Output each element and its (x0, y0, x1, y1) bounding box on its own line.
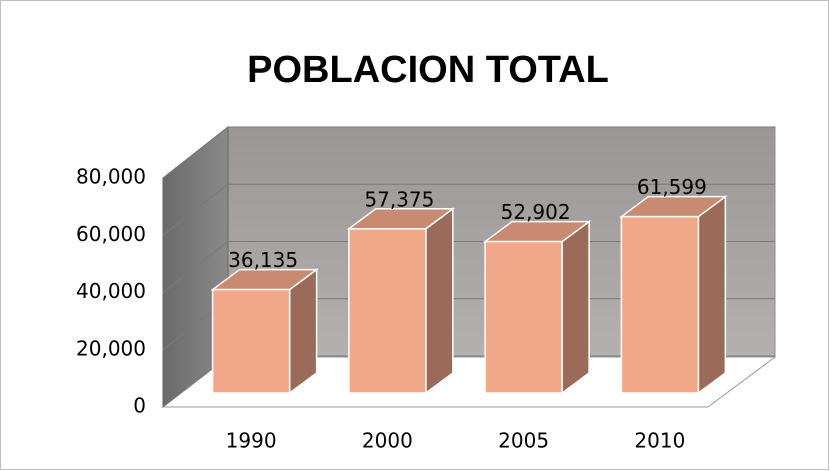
y-tick-label: 0 (133, 394, 146, 418)
bar-side (425, 207, 454, 395)
y-tick-label: 80,000 (76, 165, 146, 189)
bar-front (211, 288, 291, 394)
grid-line (162, 183, 775, 236)
y-tick-label: 40,000 (76, 279, 146, 303)
bar (482, 220, 592, 395)
bar-front (620, 215, 700, 394)
bar-side (697, 195, 727, 395)
value-label: 57,375 (364, 187, 434, 211)
y-tick-label: 20,000 (76, 336, 146, 360)
value-label: 61,599 (637, 175, 707, 199)
x-tick-label: 1990 (226, 429, 277, 453)
grid-line (162, 126, 775, 179)
bar-front (348, 228, 427, 394)
grid-line (162, 241, 775, 293)
value-label: 52,902 (501, 200, 571, 224)
chart-title: POBLACION TOTAL (247, 49, 609, 91)
bar-side (561, 220, 590, 395)
bar-front (484, 240, 563, 394)
y-tick-label: 60,000 (76, 222, 146, 246)
bar-side (288, 268, 318, 395)
x-tick-label: 2005 (498, 429, 549, 453)
x-tick-label: 2010 (634, 429, 685, 453)
bar (619, 195, 728, 395)
x-tick-label: 2000 (362, 429, 413, 453)
value-label: 36,135 (228, 248, 298, 272)
bar (346, 207, 456, 395)
bar (210, 268, 319, 395)
